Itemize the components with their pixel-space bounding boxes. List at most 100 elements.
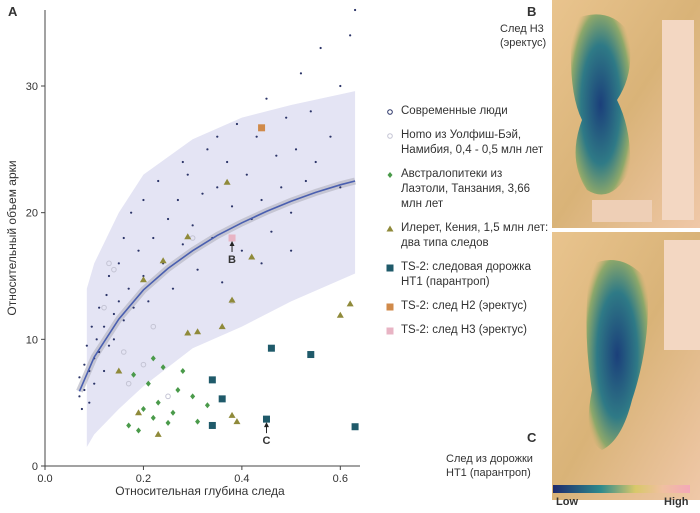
point: [165, 393, 171, 400]
point: [386, 303, 394, 311]
point: [233, 418, 241, 425]
point: [83, 388, 86, 392]
point: [218, 323, 226, 330]
point: [176, 198, 179, 202]
point: [159, 257, 167, 264]
point: [235, 122, 239, 126]
legend-label: Homo из Уолфиш-Бэй, Намибия, 0,4 - 0,5 м…: [401, 129, 544, 156]
point: [208, 376, 216, 384]
point: [307, 351, 315, 359]
point: [186, 173, 189, 176]
colorbar-label: Low: [556, 496, 578, 508]
point: [115, 367, 123, 374]
legend-entry: Австралопитеки из Лаэтоли, Танзания, 3,6…: [384, 167, 552, 212]
point: [216, 186, 219, 189]
point: [88, 401, 91, 404]
legend-swatch: [386, 225, 394, 232]
point: [255, 135, 258, 138]
point: [280, 186, 283, 189]
legend-entry: TS-2: следовая дорожка HT1 (парантроп): [384, 260, 552, 290]
point: [228, 296, 236, 303]
legend-label: Илерет, Кения, 1,5 млн лет: два типа сле…: [401, 222, 549, 249]
point: [289, 249, 293, 252]
point: [117, 300, 120, 303]
point: [106, 260, 112, 267]
point: [125, 380, 132, 387]
point: [120, 349, 127, 355]
point: [93, 382, 96, 385]
caption: След из дорожки HT1 (парантроп): [446, 453, 533, 479]
point: [85, 344, 88, 347]
point: [386, 327, 394, 335]
legend-swatch: [387, 172, 393, 178]
point: [309, 110, 312, 113]
point: [206, 148, 209, 151]
point: [107, 274, 111, 278]
point: [157, 179, 160, 183]
point: [248, 253, 256, 260]
point: [216, 135, 219, 138]
point: [126, 422, 132, 429]
point: [154, 430, 162, 437]
point: [289, 211, 293, 214]
point: [230, 205, 234, 208]
point: [98, 306, 101, 309]
x-tick-label: 0.0: [37, 473, 52, 485]
point: [131, 371, 137, 378]
point: [102, 369, 106, 373]
legend-swatch: [386, 303, 394, 311]
point: [258, 124, 266, 132]
caption: След H3 (эректус): [500, 23, 547, 49]
point: [145, 380, 151, 387]
confidence-band: [86, 91, 356, 448]
point: [78, 395, 81, 398]
point: [107, 344, 111, 347]
point: [194, 328, 202, 335]
legend-entry: Современные люди: [384, 104, 552, 119]
chart: A Относительная глубина следа Относитель…: [5, 4, 360, 498]
point: [112, 312, 116, 316]
point: [386, 264, 394, 272]
point: [353, 8, 357, 12]
legend-label: TS-2: следовая дорожка HT1 (парантроп): [401, 261, 531, 288]
point: [135, 409, 143, 416]
point: [130, 298, 137, 305]
image-b-edge: [662, 20, 694, 220]
point: [196, 268, 199, 271]
point: [270, 230, 273, 233]
point: [147, 300, 150, 303]
point: [150, 323, 157, 330]
point: [329, 135, 332, 138]
point: [245, 173, 248, 176]
legend-label: TS-2: след H3 (эректус): [401, 324, 527, 336]
point: [140, 361, 147, 368]
point: [136, 427, 142, 434]
point: [150, 355, 156, 362]
point: [223, 178, 231, 185]
point: [127, 287, 130, 290]
point: [181, 160, 184, 164]
point: [122, 319, 125, 322]
point: [275, 154, 278, 157]
y-tick-label: 20: [26, 208, 38, 220]
point: [221, 281, 224, 284]
colorbar: [553, 485, 690, 493]
point: [260, 198, 263, 202]
footprint-b: [570, 14, 631, 195]
point: [90, 325, 93, 328]
annotation-arrowhead: [263, 422, 269, 428]
point: [201, 192, 204, 195]
point: [387, 109, 393, 115]
point: [294, 148, 298, 151]
panel-label: A: [8, 4, 18, 19]
point: [155, 399, 161, 406]
legend-label: TS-2: след H2 (эректус): [401, 300, 527, 312]
point: [132, 306, 135, 309]
point: [95, 338, 98, 341]
image-c-edge: [664, 240, 700, 350]
point: [105, 293, 108, 297]
point: [139, 276, 147, 283]
point: [140, 406, 146, 412]
annotation: C: [263, 435, 271, 447]
